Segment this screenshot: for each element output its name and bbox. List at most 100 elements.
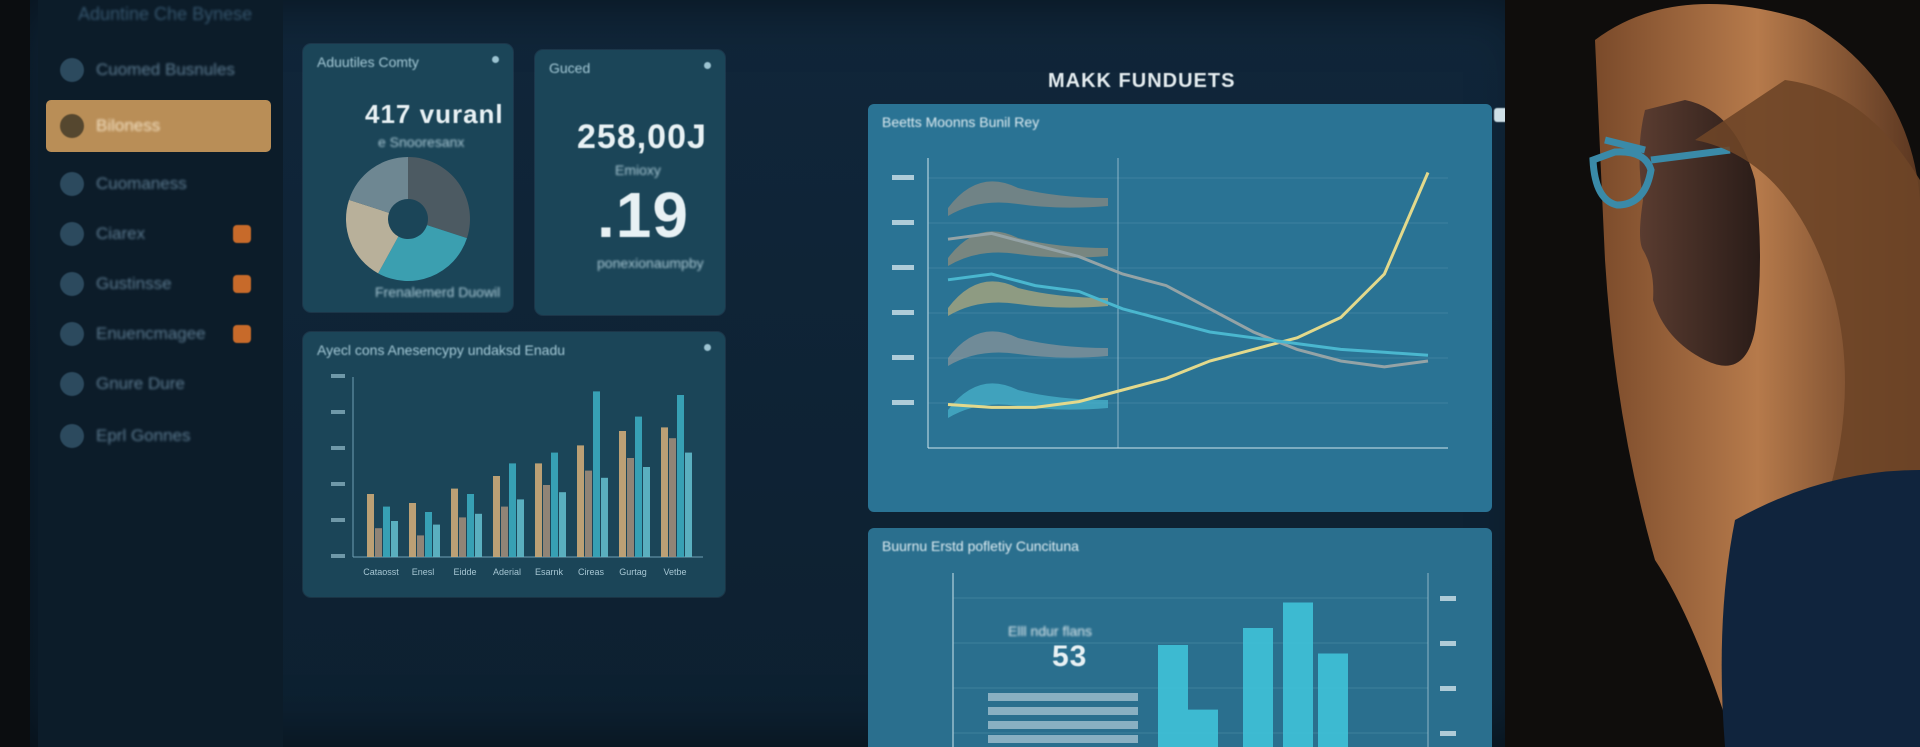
text-line [988,707,1138,715]
sidebar-item[interactable]: Biloness [46,100,271,152]
sidebar-item-icon [60,222,84,246]
card-menu-icon[interactable] [492,56,499,63]
y-tick [892,310,914,315]
sidebar-item[interactable]: Cuomaness [46,158,271,210]
stat-card-title: Guced [549,60,591,76]
x-tick-label: Vetbe [663,567,686,577]
sidebar-item-icon [60,322,84,346]
pie-slice [346,199,399,274]
bar [551,452,558,557]
series-line [947,272,1429,357]
sidebar-item[interactable]: Gnure Dure [46,358,271,410]
page-title: MAKK FUNDUETS [1048,70,1236,92]
bar-chart-card[interactable]: Ayecl cons Anesencypy undaksd Enadu Cata… [303,332,725,597]
bar [577,445,584,557]
bar-chart-2-stat: 53 [1052,640,1088,673]
bar [543,485,550,557]
sidebar-title: Aduntine Che Bynese [78,4,253,24]
x-tick-label: Gurtag [619,567,647,577]
donut-value: 417 vuranl [365,99,504,129]
y-tick [1440,731,1456,736]
bar [475,513,482,557]
bar [627,458,634,557]
x-tick-label: Eidde [453,567,476,577]
bar [383,506,390,557]
bar [619,431,626,557]
sidebar-item[interactable]: Gustinsse [46,258,271,310]
sidebar-item-icon [60,372,84,396]
sidebar: Aduntine Che Bynese Cuomed Busnules Bilon… [38,0,283,747]
card-menu-icon[interactable] [704,344,711,351]
y-tick [892,355,914,360]
y-tick [1440,596,1456,601]
notification-badge [233,325,251,343]
y-tick [892,400,914,405]
bar [467,494,474,557]
x-tick-label: Enesl [412,567,435,577]
bar [643,467,650,557]
stat-sub-2: ponexionaumpby [597,255,704,271]
bar [367,494,374,557]
bar [1283,602,1313,747]
area-band [948,331,1108,366]
sidebar-item[interactable]: Cuomed Busnules [46,44,271,96]
series-line [947,171,1430,409]
notification-badge [233,275,251,293]
text-line [988,735,1138,743]
bar [425,512,432,557]
sidebar-item-icon [60,424,84,448]
sidebar-item-icon [60,272,84,296]
sidebar-item[interactable]: Eprl Gonnes [46,410,271,462]
bar [601,477,608,557]
notification-badge [233,225,251,243]
bar-chart-title: Ayecl cons Anesencypy undaksd Enadu [317,342,566,358]
pie-slice [408,157,470,239]
area-band [948,281,1108,316]
sidebar-item[interactable]: Ciarex [46,208,271,260]
stat-value: 258,00J [577,118,707,156]
y-tick [892,220,914,225]
sidebar-item-label: Gnure Dure [96,374,185,393]
y-tick [331,482,345,486]
bar-chart-2 [952,573,1456,747]
bar [375,528,382,557]
y-tick [331,374,345,378]
bar [685,452,692,557]
y-tick [892,265,914,270]
sidebar-item-label: Ciarex [96,224,146,243]
donut-chart [346,157,470,281]
sidebar-item-icon [60,58,84,82]
y-tick [331,446,345,450]
bar [417,535,424,557]
bar [669,438,676,557]
bar [1243,628,1273,747]
donut-card[interactable]: Aduutiles Comty 417 vuranl e Snooresanx … [303,44,513,312]
donut-sub: e Snooresanx [378,134,465,150]
bar [493,476,500,557]
bar-chart-2-card[interactable]: Buurnu Erstd pofletiy Cuncituna Elll ndu… [868,528,1492,747]
card-menu-icon[interactable] [704,62,711,69]
line-chart-card[interactable]: Beetts Moonns Bunil Rey [868,104,1492,512]
bar-chart-2-title: Buurnu Erstd pofletiy Cuncituna [882,538,1079,554]
sidebar-item-label: Cuomed Busnules [96,60,235,79]
y-tick [892,175,914,180]
area-band [948,181,1108,216]
y-tick [331,554,345,558]
download-icon[interactable] [1494,108,1508,122]
stat-card[interactable]: Guced 258,00J Emioxy .19 ponexionaumpby [535,50,725,315]
bar-chart: Cataosst Enesl Eidde Aderial Esarnk Cireas Gur… [331,374,703,577]
bar [559,492,566,557]
bar [1158,645,1188,747]
sidebar-item-label: Cuomaness [96,174,187,193]
sidebar-item-icon [60,114,84,138]
bar [635,416,642,557]
y-tick [331,410,345,414]
bar [391,521,398,557]
y-tick [331,518,345,522]
sidebar-item[interactable]: Enuencmagee [46,308,271,360]
bar [593,391,600,557]
bar [585,470,592,557]
stat-sub: Emioxy [615,162,661,178]
pie-slice [349,157,408,213]
